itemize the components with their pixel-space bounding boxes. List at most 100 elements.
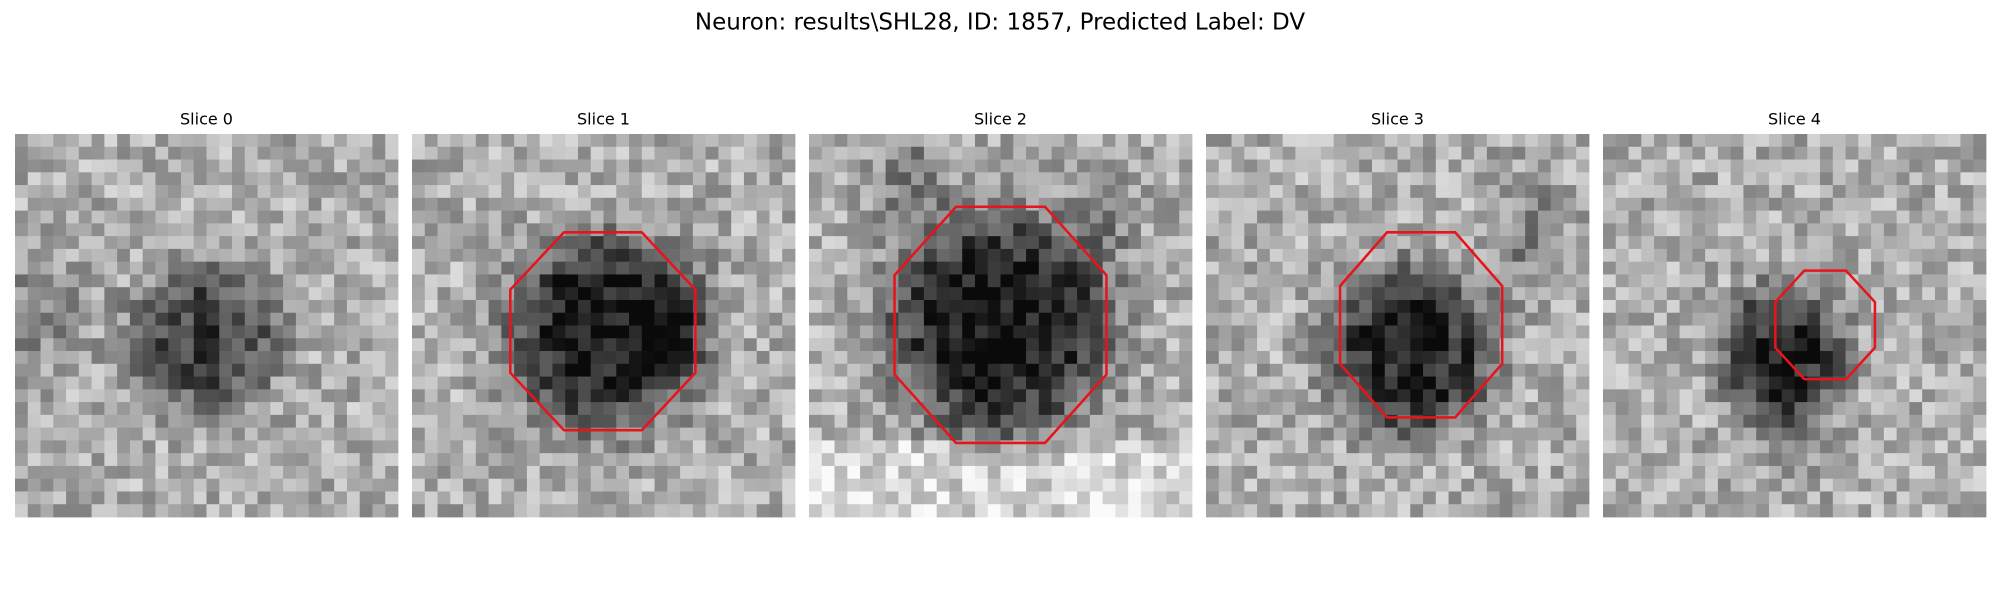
pixel bbox=[308, 351, 322, 365]
pixel bbox=[1781, 159, 1795, 173]
pixel bbox=[1576, 351, 1590, 365]
pixel bbox=[424, 134, 438, 148]
pixel bbox=[641, 274, 655, 288]
pixel bbox=[1397, 210, 1411, 224]
pixel bbox=[283, 325, 297, 339]
pixel bbox=[1064, 159, 1078, 173]
pixel bbox=[1717, 351, 1732, 365]
pixel bbox=[1960, 363, 1974, 377]
pixel bbox=[872, 389, 886, 403]
pixel bbox=[91, 389, 105, 403]
pixel bbox=[552, 261, 566, 275]
pixel bbox=[847, 440, 861, 454]
pixel bbox=[552, 172, 566, 186]
pixel bbox=[1397, 248, 1411, 263]
pixel bbox=[885, 478, 899, 492]
pixel bbox=[346, 478, 361, 492]
pixel bbox=[1666, 453, 1680, 467]
pixel bbox=[270, 210, 284, 224]
pixel bbox=[1820, 478, 1834, 492]
pixel bbox=[129, 223, 144, 237]
pixel bbox=[1768, 427, 1783, 441]
pixel bbox=[616, 504, 630, 518]
pixel bbox=[1346, 299, 1360, 314]
pixel bbox=[91, 312, 105, 326]
pixel bbox=[1525, 402, 1539, 416]
pixel bbox=[743, 159, 758, 173]
pixel bbox=[898, 134, 912, 148]
pixel bbox=[1206, 223, 1220, 237]
pixel bbox=[1102, 453, 1116, 467]
pixel bbox=[91, 414, 105, 429]
pixel bbox=[1128, 312, 1142, 326]
pixel bbox=[1934, 351, 1949, 365]
pixel bbox=[680, 465, 694, 480]
pixel bbox=[463, 274, 477, 288]
pixel bbox=[539, 325, 553, 339]
pixel bbox=[91, 440, 105, 454]
pixel bbox=[1179, 402, 1193, 416]
pixel bbox=[27, 274, 41, 288]
pixel bbox=[1384, 172, 1398, 186]
pixel bbox=[1550, 261, 1564, 275]
pixel bbox=[1308, 134, 1322, 148]
pixel bbox=[1717, 159, 1732, 173]
pixel bbox=[1832, 504, 1846, 518]
pixel bbox=[1922, 427, 1936, 441]
pixel bbox=[206, 197, 220, 211]
pixel bbox=[308, 376, 322, 390]
pixel bbox=[1206, 363, 1220, 377]
pixel bbox=[756, 261, 770, 275]
pixel bbox=[616, 299, 630, 314]
pixel bbox=[577, 185, 592, 199]
pixel bbox=[782, 146, 796, 160]
pixel bbox=[180, 504, 195, 518]
pixel bbox=[1384, 465, 1398, 480]
pixel bbox=[1115, 351, 1129, 365]
pixel bbox=[1206, 274, 1220, 288]
pixel bbox=[385, 325, 399, 339]
pixel bbox=[1179, 376, 1193, 390]
pixel bbox=[885, 210, 899, 224]
pixel bbox=[193, 325, 207, 339]
pixel bbox=[359, 453, 373, 467]
pixel bbox=[603, 363, 617, 377]
pixel bbox=[1102, 223, 1116, 237]
pixel bbox=[1499, 172, 1513, 186]
pixel bbox=[718, 159, 732, 173]
pixel bbox=[923, 351, 938, 365]
pixel bbox=[1563, 134, 1577, 148]
pixel bbox=[898, 159, 912, 173]
pixel bbox=[308, 478, 322, 492]
pixel bbox=[1768, 134, 1783, 148]
pixel bbox=[91, 376, 105, 390]
pixel bbox=[1512, 414, 1526, 429]
pixel bbox=[577, 299, 592, 314]
pixel bbox=[539, 427, 553, 441]
pixel bbox=[257, 414, 271, 429]
pixel bbox=[244, 134, 258, 148]
pixel bbox=[1654, 261, 1668, 275]
pixel bbox=[1000, 465, 1014, 480]
pixel bbox=[1397, 185, 1411, 199]
pixel bbox=[1858, 402, 1872, 416]
pixel bbox=[616, 402, 630, 416]
pixel bbox=[1730, 261, 1744, 275]
pixel bbox=[1576, 261, 1590, 275]
pixel bbox=[1603, 287, 1617, 301]
pixel bbox=[1486, 351, 1501, 365]
pixel bbox=[1448, 134, 1462, 148]
pixel bbox=[898, 185, 912, 199]
pixel bbox=[616, 478, 630, 492]
pixel bbox=[565, 465, 579, 480]
pixel bbox=[295, 491, 310, 505]
pixel bbox=[1423, 274, 1437, 288]
pixel bbox=[1166, 172, 1180, 186]
pixel bbox=[142, 134, 156, 148]
pixel bbox=[526, 223, 541, 237]
pixel bbox=[1909, 159, 1923, 173]
pixel bbox=[475, 299, 489, 314]
pixel bbox=[705, 491, 719, 505]
pixel bbox=[193, 338, 207, 352]
pixel bbox=[1038, 236, 1052, 250]
